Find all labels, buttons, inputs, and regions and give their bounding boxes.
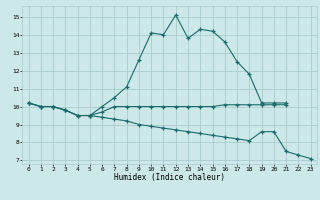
X-axis label: Humidex (Indice chaleur): Humidex (Indice chaleur) (114, 173, 225, 182)
